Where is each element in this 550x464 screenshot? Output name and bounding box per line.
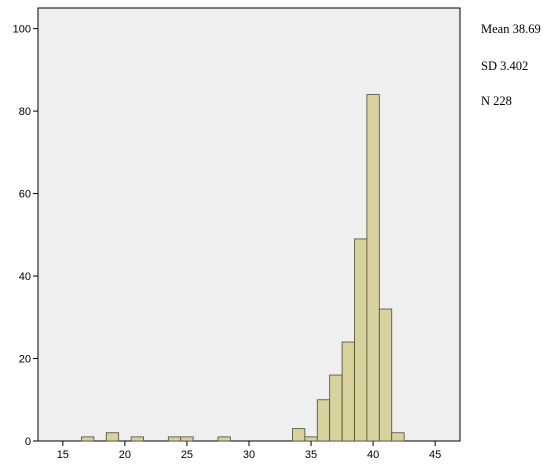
- histogram-bar: [292, 428, 306, 442]
- histogram-bar: [354, 238, 368, 442]
- y-tick-label: 80: [19, 106, 31, 118]
- histogram-bar: [217, 436, 231, 442]
- stat-n: N 228: [481, 94, 512, 108]
- histogram-bar: [304, 436, 318, 442]
- histogram-bar: [366, 94, 380, 442]
- y-tick-label: 0: [25, 436, 31, 448]
- histogram-bar: [130, 436, 144, 442]
- histogram-bar: [105, 432, 120, 442]
- y-tick-label: 100: [13, 24, 31, 36]
- histogram-bar: [81, 436, 95, 442]
- x-tick-label: 35: [305, 449, 317, 461]
- y-tick-label: 60: [19, 189, 31, 201]
- x-tick-label: 15: [57, 449, 69, 461]
- x-tick-label: 20: [119, 449, 131, 461]
- x-tick-label: 45: [429, 449, 441, 461]
- x-tick-label: 30: [243, 449, 255, 461]
- histogram-bar: [316, 399, 331, 442]
- y-tick-label: 20: [19, 354, 31, 366]
- y-tick-label: 40: [19, 271, 31, 283]
- x-tick-label: 40: [367, 449, 379, 461]
- histogram-bar: [329, 374, 343, 442]
- histogram-bar: [180, 436, 194, 442]
- stat-mean: Mean 38.69: [481, 22, 541, 36]
- histogram-bar: [167, 436, 182, 442]
- y-axis: 0 20 40 60 80 100: [13, 24, 38, 448]
- histogram-bar: [391, 432, 405, 442]
- histogram-bar: [341, 341, 355, 442]
- plot-area: [37, 7, 461, 442]
- bars-group: [81, 94, 405, 442]
- x-axis: 15 20 25 30 35 40 45: [57, 441, 441, 461]
- histogram-bar: [378, 308, 393, 442]
- x-tick-label: 25: [181, 449, 193, 461]
- stat-sd: SD 3.402: [481, 59, 529, 73]
